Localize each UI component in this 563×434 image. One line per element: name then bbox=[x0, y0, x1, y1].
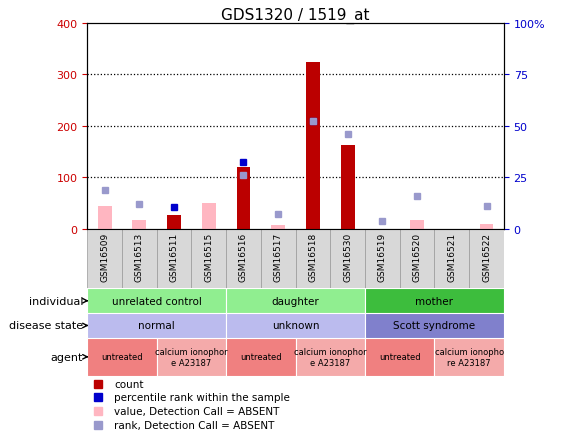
Title: GDS1320 / 1519_at: GDS1320 / 1519_at bbox=[221, 8, 370, 24]
Text: individual: individual bbox=[29, 296, 83, 306]
Bar bbox=[226, 289, 365, 313]
Text: mother: mother bbox=[415, 296, 453, 306]
Text: GSM16519: GSM16519 bbox=[378, 233, 387, 282]
Bar bbox=[157, 230, 191, 289]
Bar bbox=[87, 289, 226, 313]
Text: untreated: untreated bbox=[240, 352, 282, 362]
Bar bbox=[87, 313, 226, 338]
Bar bbox=[98, 206, 111, 230]
Bar bbox=[365, 338, 435, 376]
Text: daughter: daughter bbox=[272, 296, 319, 306]
Bar bbox=[122, 230, 157, 289]
Text: GSM16522: GSM16522 bbox=[482, 233, 491, 281]
Text: GSM16513: GSM16513 bbox=[135, 233, 144, 282]
Text: calcium ionopho
re A23187: calcium ionopho re A23187 bbox=[435, 347, 504, 367]
Text: calcium ionophor
e A23187: calcium ionophor e A23187 bbox=[155, 347, 227, 367]
Bar bbox=[410, 220, 424, 230]
Text: GSM16515: GSM16515 bbox=[204, 233, 213, 282]
Text: untreated: untreated bbox=[379, 352, 421, 362]
Bar bbox=[87, 230, 122, 289]
Bar bbox=[365, 230, 400, 289]
Bar bbox=[132, 221, 146, 230]
Bar bbox=[435, 338, 504, 376]
Text: GSM16530: GSM16530 bbox=[343, 233, 352, 282]
Text: GSM16516: GSM16516 bbox=[239, 233, 248, 282]
Text: unrelated control: unrelated control bbox=[112, 296, 202, 306]
Bar bbox=[157, 338, 226, 376]
Bar bbox=[236, 168, 251, 230]
Text: percentile rank within the sample: percentile rank within the sample bbox=[114, 392, 290, 402]
Bar bbox=[261, 230, 296, 289]
Text: untreated: untreated bbox=[101, 352, 143, 362]
Text: disease state: disease state bbox=[9, 321, 83, 331]
Bar bbox=[202, 204, 216, 230]
Text: count: count bbox=[114, 379, 144, 389]
Bar bbox=[296, 230, 330, 289]
Text: GSM16511: GSM16511 bbox=[169, 233, 178, 282]
Text: GSM16521: GSM16521 bbox=[448, 233, 456, 282]
Bar bbox=[191, 230, 226, 289]
Text: value, Detection Call = ABSENT: value, Detection Call = ABSENT bbox=[114, 406, 280, 416]
Text: GSM16517: GSM16517 bbox=[274, 233, 283, 282]
Bar bbox=[469, 230, 504, 289]
Bar bbox=[400, 230, 435, 289]
Text: GSM16509: GSM16509 bbox=[100, 233, 109, 282]
Bar bbox=[365, 313, 504, 338]
Bar bbox=[226, 230, 261, 289]
Bar bbox=[296, 338, 365, 376]
Text: GSM16520: GSM16520 bbox=[413, 233, 422, 282]
Bar bbox=[306, 62, 320, 230]
Bar bbox=[226, 338, 296, 376]
Bar bbox=[87, 338, 157, 376]
Bar bbox=[365, 289, 504, 313]
Bar bbox=[226, 313, 365, 338]
Text: Scott syndrome: Scott syndrome bbox=[394, 321, 476, 331]
Bar bbox=[435, 230, 469, 289]
Bar bbox=[330, 230, 365, 289]
Text: GSM16518: GSM16518 bbox=[309, 233, 318, 282]
Bar bbox=[341, 146, 355, 230]
Text: normal: normal bbox=[138, 321, 175, 331]
Text: agent: agent bbox=[51, 352, 83, 362]
Text: calcium ionophor
e A23187: calcium ionophor e A23187 bbox=[294, 347, 367, 367]
Text: rank, Detection Call = ABSENT: rank, Detection Call = ABSENT bbox=[114, 420, 275, 430]
Bar bbox=[167, 215, 181, 230]
Bar bbox=[271, 225, 285, 230]
Bar bbox=[480, 224, 493, 230]
Text: unknown: unknown bbox=[272, 321, 319, 331]
